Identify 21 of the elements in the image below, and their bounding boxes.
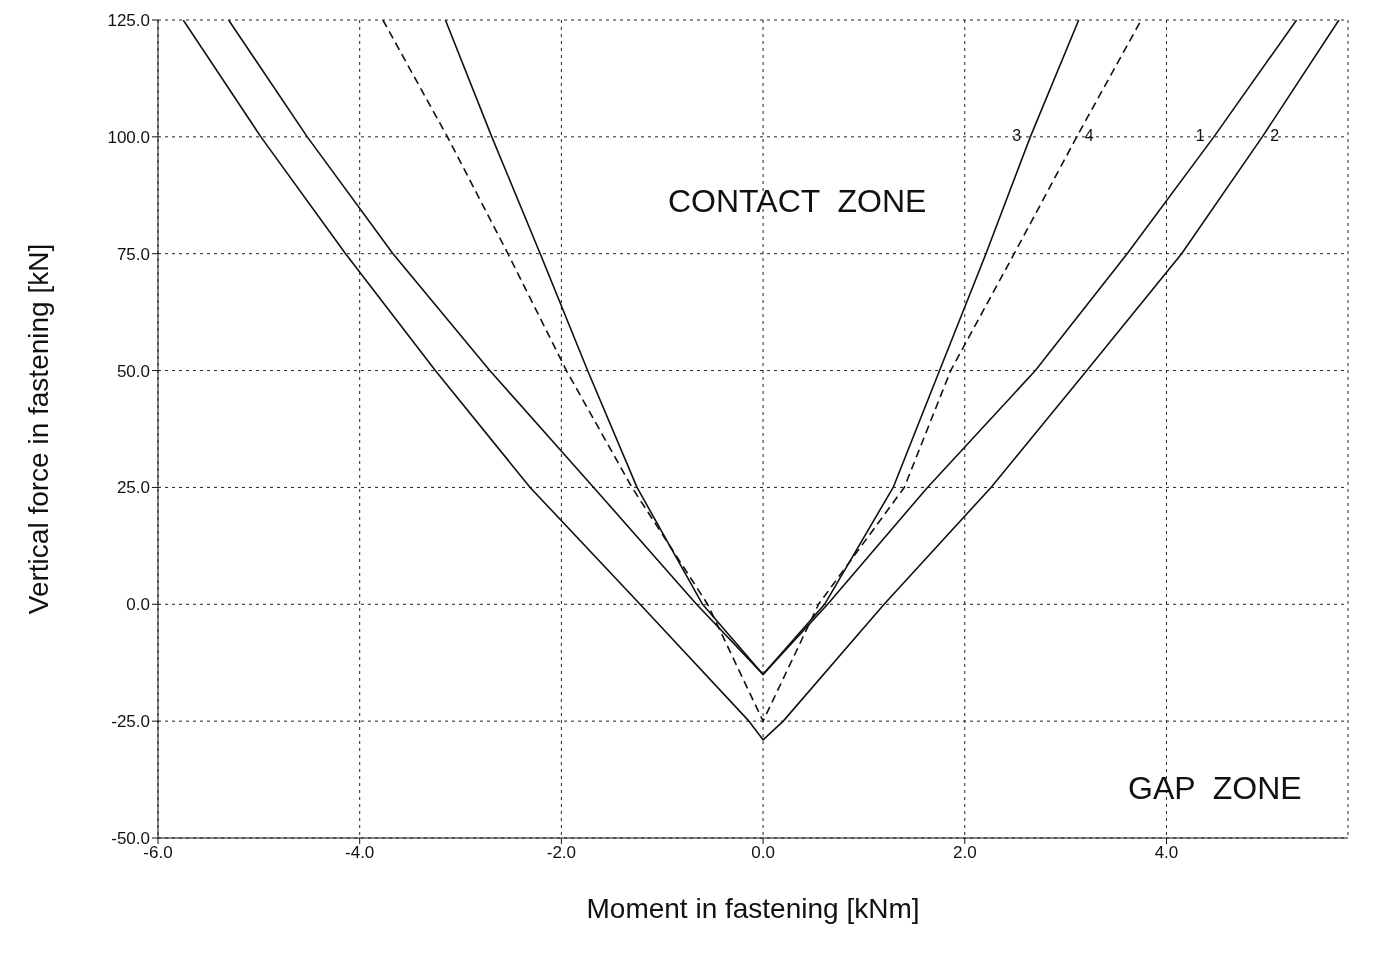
x-tick-label: 4.0 (1154, 843, 1179, 863)
annotation: CONTACT ZONE (668, 183, 927, 220)
annotation: GAP ZONE (1128, 770, 1302, 807)
y-tick-label: 25.0 (116, 478, 150, 498)
series-label: 4 (1084, 126, 1094, 144)
x-tick-label: -4.0 (345, 843, 375, 863)
y-tick-label: -25.0 (111, 712, 150, 732)
x-axis-title: Moment in fastening [kNm] (586, 893, 920, 924)
x-tick-label: -2.0 (546, 843, 577, 863)
y-tick-label: 125.0 (107, 11, 150, 31)
y-tick-label: 0.0 (126, 595, 150, 615)
y-tick-label: 100.0 (107, 127, 150, 147)
series-label: 2 (1270, 126, 1280, 144)
x-tick-label: 0.0 (751, 843, 775, 863)
y-axis-title: Vertical force in fastening [kN] (22, 243, 54, 615)
y-tick-label: 50.0 (116, 361, 150, 381)
series-label: 3 (1012, 126, 1022, 144)
line-series (182, 20, 1340, 741)
series-label: 1 (1195, 126, 1205, 144)
y-tick-label: 75.0 (116, 244, 150, 264)
x-tick-label: 2.0 (952, 843, 977, 863)
